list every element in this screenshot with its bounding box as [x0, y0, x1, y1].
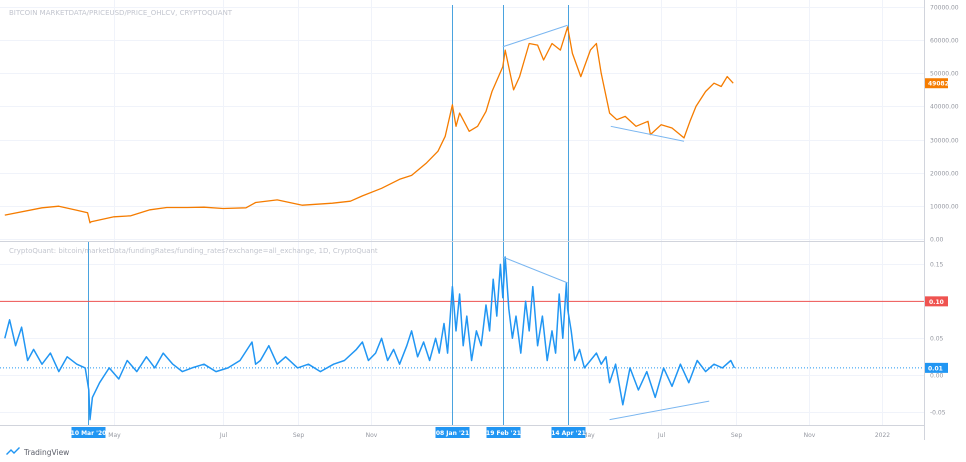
series-lines	[4, 26, 736, 421]
x-tick-label: Jul	[657, 432, 666, 439]
funding-rate-series-line	[4, 256, 736, 421]
tradingview-brand-label: TradingView	[23, 448, 69, 457]
vertical-date-markers	[88, 5, 569, 426]
y-tick-label: 60000.00	[930, 38, 959, 45]
x-tick-label: May	[108, 432, 121, 439]
x-tick-label: 2022	[875, 432, 890, 439]
marker-date-badge	[435, 427, 470, 438]
y-tick-label: 0.05	[930, 336, 944, 343]
y-tick-label: 0.00	[930, 373, 944, 380]
x-tick-label: Nov	[804, 432, 816, 439]
y-tick-label: 40000.00	[930, 104, 959, 111]
y-tick-label: 0.00	[930, 237, 944, 244]
y-tick-label: 50000.00	[930, 71, 959, 78]
y-tick-label: -0.05	[930, 410, 946, 417]
marker-date-label: 19 Feb '21	[486, 430, 521, 437]
value-labels: 49082.57 0.01 0.10 10 Mar '20 08 Jan '21 19 F…	[71, 78, 960, 438]
funding-pane-title: CryptoQuant: bitcoin/marketData/fundingR…	[9, 247, 378, 255]
price-series-line	[4, 26, 734, 224]
y-tick-label: 30000.00	[930, 138, 959, 145]
price-pane-title: BITCOIN MARKETDATA/PRICEUSD/PRICE_OHLCV,…	[9, 9, 233, 17]
trendlines	[502, 24, 710, 421]
x-tick-label: Nov	[366, 432, 378, 439]
branding[interactable]: TradingView	[6, 447, 69, 457]
marker-date-label: 08 Jan '21	[436, 430, 469, 437]
trendline	[609, 400, 710, 421]
y-tick-label: 20000.00	[930, 171, 959, 178]
level-label: 0.10	[929, 299, 944, 306]
trendline	[610, 125, 685, 142]
x-tick-label: Sep	[293, 432, 305, 439]
last-value-badge	[925, 362, 948, 373]
tradingview-logo-icon	[6, 447, 20, 455]
x-tick-label: May	[582, 432, 595, 439]
trendline	[502, 24, 568, 48]
marker-date-label: 10 Mar '20	[71, 430, 107, 437]
level-badge	[925, 296, 948, 307]
last-value-badge	[925, 78, 948, 89]
price-scales[interactable]: 70000.00 60000.00 50000.00 40000.00 30000.00…	[930, 5, 959, 417]
x-tick-label: Sep	[731, 432, 743, 439]
marker-date-badge	[486, 427, 521, 438]
y-tick-label: 70000.00	[930, 5, 959, 12]
trendline	[502, 256, 568, 284]
last-value-label: 49082.57	[928, 81, 960, 88]
marker-date-badge	[551, 427, 586, 438]
last-value-label: 0.01	[928, 365, 943, 372]
y-tick-label: 0.15	[930, 262, 944, 269]
marker-date-badge	[71, 427, 106, 438]
grid-lines	[0, 0, 924, 425]
y-tick-label: 10000.00	[930, 204, 959, 211]
marker-date-label: 14 Apr '21	[551, 430, 586, 437]
x-tick-label: Jul	[219, 432, 228, 439]
time-scale[interactable]: May Jul Sep Nov May Jul Sep Nov 2022	[108, 432, 890, 439]
